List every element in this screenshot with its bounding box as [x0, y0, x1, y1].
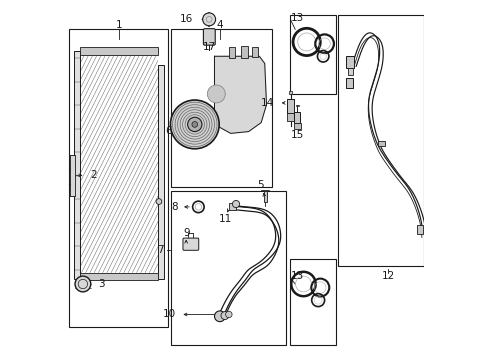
Bar [338, 15, 423, 266]
Text: 2: 2 [90, 170, 97, 180]
Circle shape [156, 199, 162, 204]
Bar [287, 113, 294, 121]
Bar [80, 47, 158, 55]
Text: 4: 4 [217, 20, 223, 30]
Circle shape [215, 311, 225, 321]
Bar [158, 65, 164, 279]
Text: 14: 14 [261, 98, 274, 108]
Bar [294, 123, 300, 129]
FancyBboxPatch shape [203, 29, 215, 45]
Circle shape [192, 122, 197, 127]
Text: 10: 10 [163, 310, 176, 319]
Bar [71, 155, 74, 196]
Bar [347, 68, 353, 75]
Circle shape [221, 312, 229, 319]
Text: 5: 5 [257, 180, 263, 190]
Bar [378, 140, 385, 146]
FancyBboxPatch shape [183, 238, 199, 250]
Bar [74, 51, 80, 279]
Text: 15: 15 [291, 130, 304, 140]
Circle shape [171, 100, 219, 149]
Circle shape [188, 117, 202, 132]
Bar [172, 191, 286, 345]
Polygon shape [215, 56, 267, 134]
Circle shape [207, 85, 225, 103]
Text: 3: 3 [98, 279, 104, 289]
Bar [290, 15, 337, 94]
Circle shape [225, 311, 232, 318]
Text: 17: 17 [202, 42, 216, 51]
Text: 9: 9 [183, 228, 190, 238]
Bar [346, 78, 353, 88]
Bar [295, 105, 299, 107]
Bar [294, 112, 300, 123]
Circle shape [232, 201, 240, 208]
Bar [69, 30, 168, 327]
Bar [346, 56, 354, 68]
Text: 13: 13 [291, 271, 304, 281]
Text: 16: 16 [179, 14, 193, 24]
Bar [229, 203, 236, 210]
Bar [242, 45, 248, 58]
Circle shape [203, 13, 216, 26]
Text: 11: 11 [219, 215, 232, 224]
Text: 13: 13 [291, 13, 304, 23]
Text: 12: 12 [382, 271, 395, 281]
Text: 6: 6 [165, 126, 172, 135]
Text: 7: 7 [157, 245, 164, 255]
Bar [417, 225, 422, 234]
Bar [252, 46, 258, 57]
Bar [287, 99, 294, 113]
Circle shape [75, 276, 91, 292]
Bar [229, 47, 235, 58]
Bar [80, 273, 158, 280]
Bar [172, 30, 272, 187]
Bar [289, 91, 293, 94]
Bar [290, 259, 337, 345]
Bar [264, 191, 267, 202]
Text: 8: 8 [171, 202, 177, 212]
Text: 1: 1 [116, 20, 122, 30]
